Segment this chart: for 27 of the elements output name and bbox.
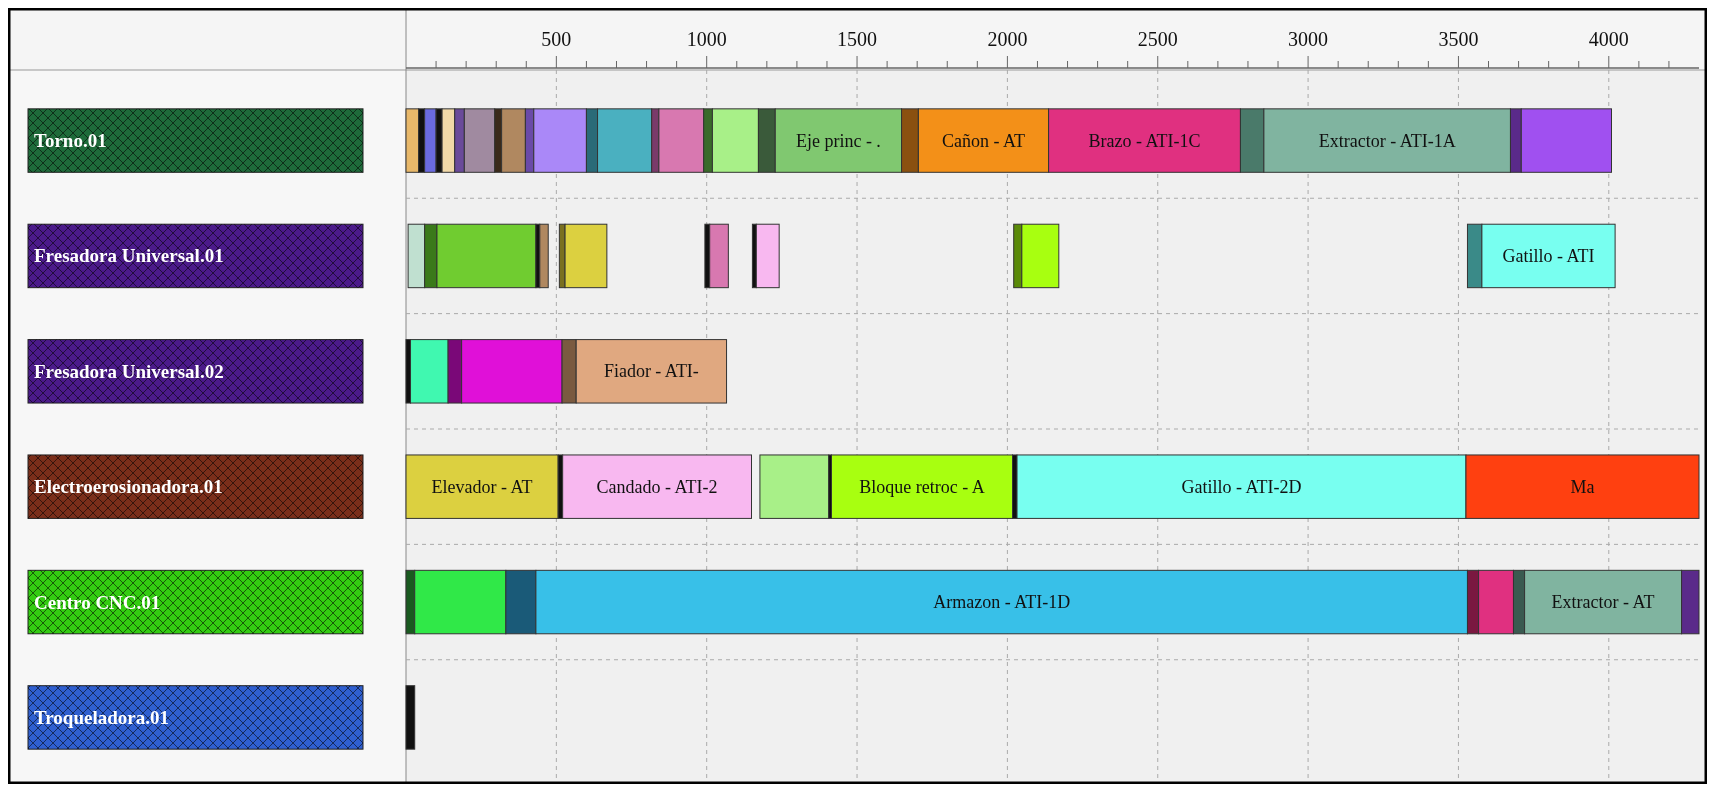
data-label: Gatillo - ATI-2D bbox=[1181, 476, 1302, 497]
data-label: Extractor - ATI-1A bbox=[1318, 130, 1456, 151]
data-label: Armazon - ATI-1D bbox=[933, 592, 1071, 613]
x-tick-label: 3000 bbox=[1288, 28, 1329, 50]
y-tick-label: Torno.01 bbox=[34, 130, 107, 152]
data-label: Ma bbox=[1570, 476, 1595, 497]
x-tick-label: 2000 bbox=[987, 28, 1028, 50]
y-tick-label: Troqueladora.01 bbox=[34, 706, 169, 728]
y-tick-label: Electroerosionadora.01 bbox=[34, 476, 223, 498]
x-tick-label: 3500 bbox=[1438, 28, 1479, 50]
x-tick-label: 1500 bbox=[837, 28, 878, 50]
x-tick-label: 1000 bbox=[686, 28, 727, 50]
data-label: Eje princ - . bbox=[795, 130, 881, 151]
y-tick-label: Centro CNC.01 bbox=[34, 591, 161, 613]
data-label: Brazo - ATI-1C bbox=[1088, 130, 1201, 151]
data-label: Cañon - AT bbox=[941, 130, 1025, 151]
data-label: Gatillo - ATI bbox=[1502, 245, 1595, 266]
data-label: Elevador - AT bbox=[431, 476, 533, 497]
x-tick-label: 2500 bbox=[1137, 28, 1178, 50]
data-label: Candado - ATI-2 bbox=[596, 476, 718, 497]
y-tick-label: Fresadora Universal.02 bbox=[34, 360, 224, 382]
x-tick-label: 4000 bbox=[1588, 28, 1629, 50]
y-tick-label: Fresadora Universal.01 bbox=[34, 245, 224, 267]
data-label: Extractor - AT bbox=[1551, 592, 1655, 613]
data-label: Bloque retroc - A bbox=[859, 476, 985, 497]
data-label: Fiador - ATI- bbox=[603, 361, 699, 382]
x-tick-label: 500 bbox=[541, 28, 572, 50]
